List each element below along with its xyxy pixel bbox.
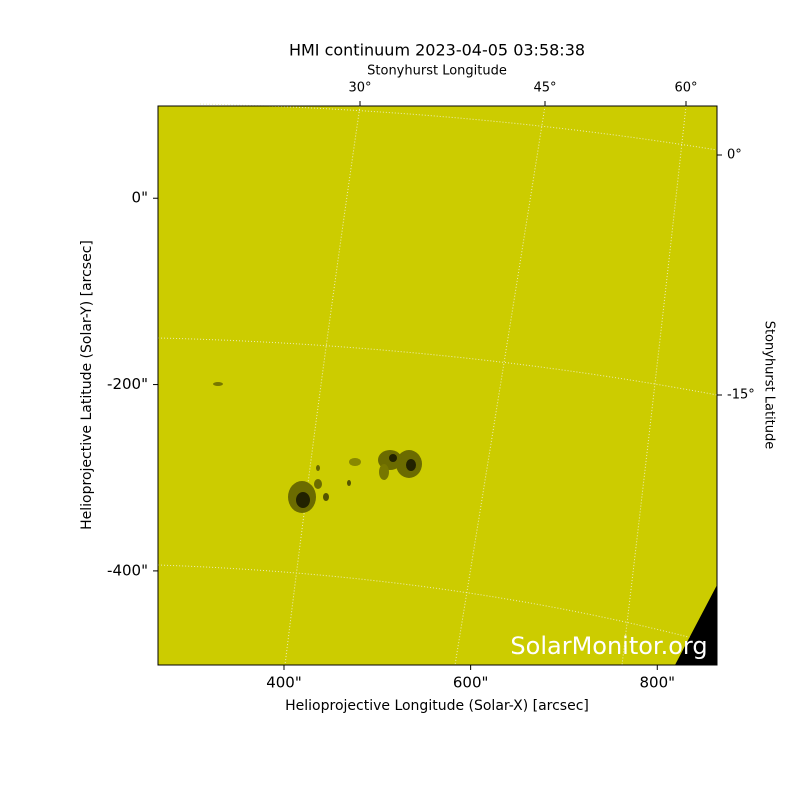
sunspots	[213, 382, 422, 513]
penumbra	[314, 479, 322, 489]
latitude-line	[157, 337, 718, 396]
y-tick-label: -400"	[107, 561, 148, 579]
chart-title: HMI continuum 2023-04-05 03:58:38	[289, 41, 585, 60]
x-axis-label: Helioprojective Longitude (Solar-X) [arc…	[285, 698, 589, 714]
watermark: SolarMonitor.org	[510, 632, 707, 660]
latitude-line	[157, 564, 701, 641]
solar-image: SolarMonitor.org	[157, 103, 718, 666]
longitude-line	[284, 105, 361, 666]
umbra	[389, 454, 397, 462]
top-tick-label: 60°	[674, 81, 697, 96]
spot	[316, 465, 320, 471]
coordinate-grid	[157, 103, 718, 666]
y-axis-label: Helioprojective Latitude (Solar-Y) [arcs…	[79, 240, 95, 530]
umbra	[296, 492, 310, 508]
top-axis-label: Stonyhurst Longitude	[367, 64, 507, 79]
spot	[323, 493, 329, 501]
spot	[347, 480, 351, 486]
latitude-line	[199, 103, 718, 151]
image-background	[158, 106, 717, 665]
x-tick-label: 400"	[266, 674, 302, 692]
x-tick-label: 800"	[640, 674, 676, 692]
right-axis-label: Stonyhurst Latitude	[762, 321, 777, 450]
y-tick-label: -200"	[107, 375, 148, 393]
spot	[213, 382, 223, 386]
umbra	[406, 459, 416, 471]
right-tick-label: 0°	[727, 148, 742, 163]
plot-frame	[157, 105, 718, 666]
limb-edge	[675, 585, 717, 665]
top-tick-label: 30°	[348, 81, 371, 96]
y-tick-label: 0"	[132, 189, 148, 207]
right-tick-label: -15°	[727, 388, 755, 403]
spot	[349, 458, 361, 466]
penumbra	[379, 464, 389, 480]
longitude-line	[454, 105, 546, 666]
top-tick-label: 45°	[533, 81, 556, 96]
x-tick-label: 600"	[453, 674, 489, 692]
